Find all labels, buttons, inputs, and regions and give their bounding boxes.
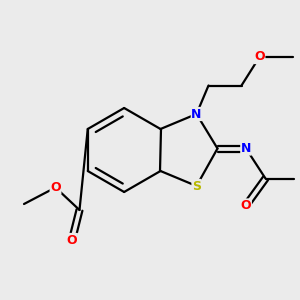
Text: O: O [50, 181, 61, 194]
Text: O: O [241, 199, 251, 212]
Text: S: S [192, 179, 201, 193]
Text: N: N [191, 107, 202, 121]
Text: O: O [254, 50, 265, 64]
Text: N: N [241, 142, 251, 155]
Text: O: O [67, 233, 77, 247]
